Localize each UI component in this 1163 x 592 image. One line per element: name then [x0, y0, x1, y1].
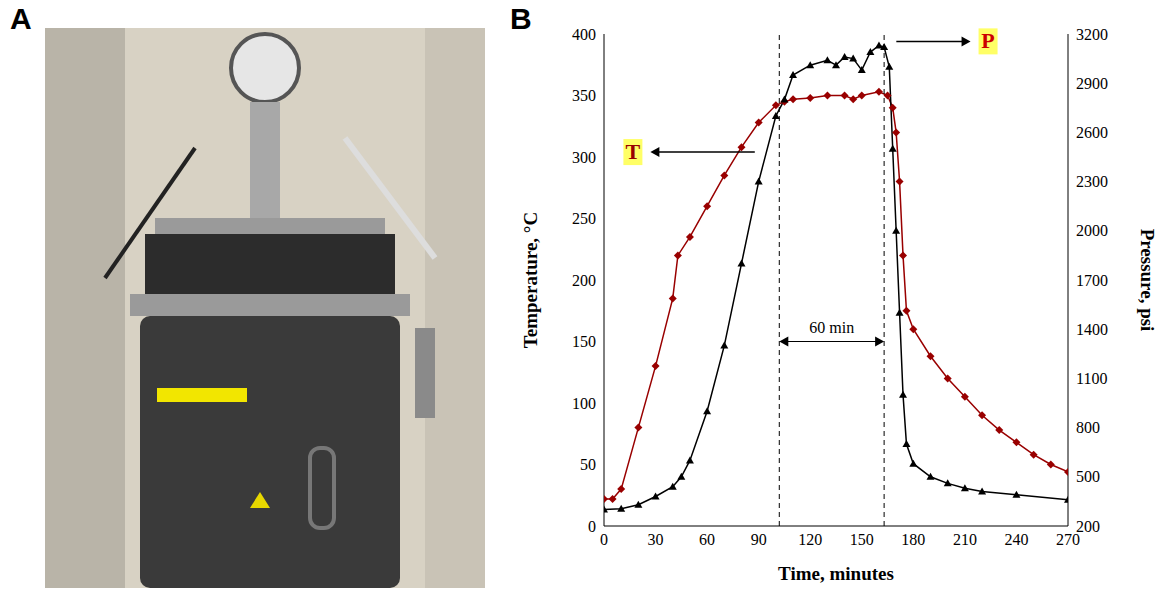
svg-text:250: 250	[572, 210, 596, 227]
html-text:A: A	[10, 2, 32, 35]
svg-text:200: 200	[1076, 518, 1100, 535]
svg-text:210: 210	[953, 531, 977, 548]
svg-text:60 min: 60 min	[809, 319, 854, 336]
svg-text:2300: 2300	[1076, 173, 1108, 190]
svg-text:2000: 2000	[1076, 222, 1108, 239]
svg-text:350: 350	[572, 87, 596, 104]
svg-text:180: 180	[901, 531, 925, 548]
svg-text:P: P	[981, 28, 994, 53]
svg-text:60: 60	[699, 531, 715, 548]
svg-text:500: 500	[1076, 468, 1100, 485]
svg-text:2600: 2600	[1076, 124, 1108, 141]
svg-text:120: 120	[798, 531, 822, 548]
svg-text:1700: 1700	[1076, 272, 1108, 289]
svg-text:Pressure, psi: Pressure, psi	[1137, 229, 1158, 332]
html-text:B: B	[510, 2, 532, 35]
svg-text:1400: 1400	[1076, 321, 1108, 338]
svg-text:200: 200	[572, 272, 596, 289]
svg-text:300: 300	[572, 149, 596, 166]
svg-text:90: 90	[751, 531, 767, 548]
svg-text:0: 0	[588, 518, 596, 535]
svg-text:100: 100	[572, 395, 596, 412]
svg-text:Time, minutes: Time, minutes	[778, 563, 894, 584]
svg-text:400: 400	[572, 26, 596, 43]
svg-text:T: T	[626, 139, 641, 164]
svg-text:2900: 2900	[1076, 75, 1108, 92]
svg-text:3200: 3200	[1076, 26, 1108, 43]
svg-text:240: 240	[1004, 531, 1028, 548]
svg-text:30: 30	[648, 531, 664, 548]
svg-text:150: 150	[572, 333, 596, 350]
svg-text:270: 270	[1056, 531, 1080, 549]
svg-text:800: 800	[1076, 419, 1100, 436]
svg-text:0: 0	[600, 531, 608, 548]
svg-text:Temperature, °C: Temperature, °C	[520, 212, 541, 348]
svg-text:150: 150	[850, 531, 874, 548]
svg-text:1100: 1100	[1076, 370, 1107, 387]
svg-text:50: 50	[580, 456, 596, 473]
